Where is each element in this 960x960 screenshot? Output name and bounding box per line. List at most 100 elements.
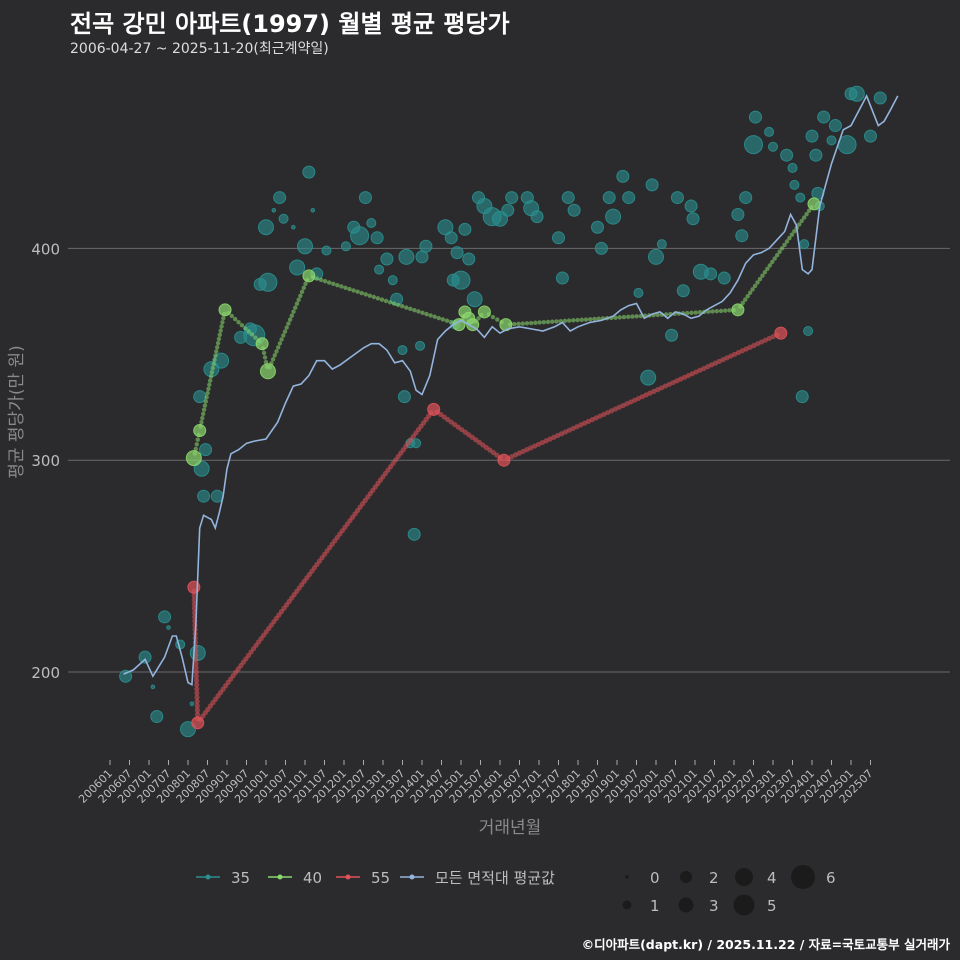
- point-35: [258, 219, 274, 236]
- point-35: [704, 267, 718, 281]
- trail-dot: [221, 315, 226, 321]
- trail-dot: [204, 395, 209, 400]
- trail-dot: [387, 300, 393, 305]
- trail-dot: [408, 306, 413, 312]
- trail-dot: [331, 281, 336, 287]
- trail-dot: [193, 673, 200, 679]
- trail-dot: [208, 374, 214, 379]
- trail-dot: [236, 319, 241, 325]
- trail-dot: [391, 301, 397, 306]
- trail-dot: [617, 315, 622, 320]
- trail-dot: [566, 318, 572, 323]
- trail-dot: [792, 229, 797, 234]
- point-35: [645, 178, 659, 192]
- point-35: [684, 199, 698, 213]
- point-35: [826, 135, 837, 146]
- size-key: [622, 900, 632, 910]
- chart-title: 전곡 강민 아파트(1997) 월별 평균 평당가: [70, 10, 510, 38]
- trail-dot: [232, 316, 238, 322]
- trail-dot: [296, 297, 301, 302]
- point-35: [321, 245, 332, 256]
- point-35: [768, 141, 778, 152]
- point-35: [744, 135, 763, 155]
- trail-dot: [693, 310, 698, 315]
- point-35: [387, 275, 398, 286]
- point-35: [291, 224, 296, 230]
- point-40: [259, 363, 276, 380]
- point-35: [180, 721, 196, 738]
- trail-dot: [194, 703, 200, 709]
- trail-dot: [806, 208, 812, 213]
- point-35: [567, 203, 581, 217]
- trail-dot: [512, 321, 517, 327]
- trail-dot: [770, 259, 775, 265]
- trail-dot: [797, 222, 802, 227]
- trail-dot: [367, 293, 372, 298]
- trail-dot: [239, 323, 245, 328]
- point-35: [273, 191, 287, 205]
- point-35: [686, 212, 700, 226]
- trail-dot: [199, 420, 204, 425]
- point-35: [735, 229, 749, 243]
- trail-dot: [440, 317, 446, 322]
- trail-dot: [301, 285, 306, 291]
- trail-dot: [400, 304, 405, 309]
- point-35: [864, 129, 877, 143]
- series-35: [119, 85, 887, 738]
- trail-dot: [767, 263, 772, 268]
- point-35: [803, 326, 814, 337]
- point-35: [848, 85, 865, 102]
- point-35: [340, 241, 351, 252]
- trail-dot: [801, 215, 807, 220]
- trail-dot: [286, 321, 291, 326]
- trail-dot: [253, 335, 258, 340]
- trail-dot: [714, 308, 720, 314]
- point-35: [450, 246, 464, 260]
- trail-dot: [787, 235, 792, 241]
- trail-dot: [261, 350, 267, 356]
- size-label: 6: [826, 869, 836, 887]
- y-tick-label: 200: [31, 664, 60, 682]
- trail-dot: [444, 318, 450, 323]
- point-35: [258, 272, 278, 292]
- trail-dot: [209, 370, 215, 375]
- trail-dot: [432, 314, 437, 319]
- point-35: [451, 270, 471, 290]
- source-caption: ©디아파트(dapt.kr) / 2025.11.22 / 자료=국토교통부 실…: [581, 937, 950, 952]
- point-35: [138, 650, 152, 664]
- point-35: [366, 217, 377, 228]
- series-55: [187, 326, 788, 730]
- point-35: [731, 208, 745, 222]
- point-55: [191, 716, 205, 730]
- trail-dot: [216, 336, 222, 342]
- trail-dot: [335, 282, 340, 288]
- trail-dot: [219, 324, 224, 329]
- point-35: [166, 625, 171, 630]
- point-35: [656, 239, 667, 250]
- trail-dot: [634, 314, 639, 319]
- trail-dot: [621, 314, 627, 320]
- trail-dot: [613, 315, 618, 320]
- trail-dot: [424, 311, 429, 317]
- point-35: [591, 220, 604, 234]
- trail-dot: [743, 297, 748, 302]
- point-35: [199, 443, 213, 457]
- point-35: [873, 91, 887, 105]
- trail-dot: [191, 597, 197, 603]
- trail-dot: [772, 256, 777, 261]
- trail-dot: [303, 281, 308, 287]
- point-35: [764, 126, 775, 137]
- size-label: 3: [709, 897, 719, 915]
- point-35: [648, 248, 664, 265]
- trail-dot: [194, 686, 200, 692]
- trail-dot: [201, 407, 207, 412]
- trail-dot: [516, 321, 521, 327]
- point-35: [158, 610, 172, 624]
- point-35: [670, 191, 684, 205]
- point-40: [807, 197, 821, 211]
- point-35: [789, 179, 800, 190]
- trail-dot: [282, 329, 288, 334]
- trail-dot: [211, 361, 216, 367]
- trail-dot: [774, 252, 780, 258]
- point-35: [805, 129, 819, 143]
